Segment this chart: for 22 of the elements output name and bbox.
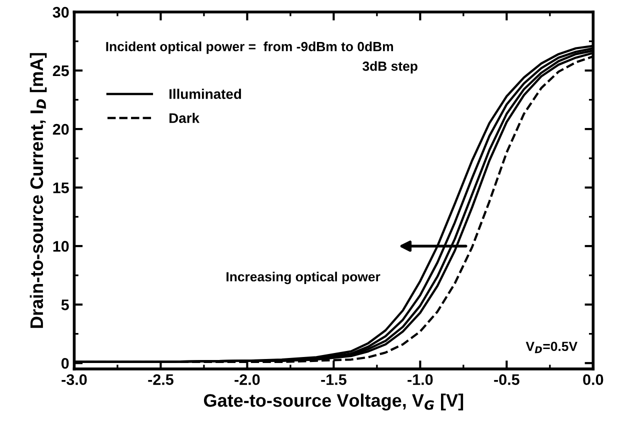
x-tick-label: 0.0 (583, 374, 604, 386)
annotation: Incident optical power = from -9dBm to 0dBm (106, 42, 394, 54)
y-tick-label: 15 (53, 182, 69, 194)
x-tick-label: -0.5 (494, 374, 520, 386)
annotation: 3dB step (362, 61, 418, 74)
legend-label: Dark (170, 112, 200, 124)
x-axis-title: Gate-to-source Voltage, V$_{G}$ [V] (204, 394, 464, 411)
annotation: V$_{D}$=0.5V (526, 342, 578, 354)
x-tick-label: -1.5 (321, 374, 346, 386)
x-tick-label: -3.0 (62, 374, 87, 386)
x-tick-label: -2.0 (234, 374, 260, 386)
y-tick-label: 0 (61, 358, 69, 369)
x-tick-label: -1.0 (408, 374, 433, 386)
y-tick-label: 30 (52, 6, 69, 18)
y-tick-label: 25 (52, 65, 69, 76)
y-axis-title: Drain-to-source Current, I$_{D}$ [mA] (30, 53, 47, 328)
legend-label: Illuminated (170, 88, 241, 99)
y-tick-label: 20 (52, 124, 69, 135)
x-tick-label: -2.5 (148, 374, 174, 386)
annotation: Increasing optical power (226, 272, 380, 284)
y-tick-label: 5 (61, 300, 69, 310)
y-tick-label: 10 (53, 240, 69, 252)
